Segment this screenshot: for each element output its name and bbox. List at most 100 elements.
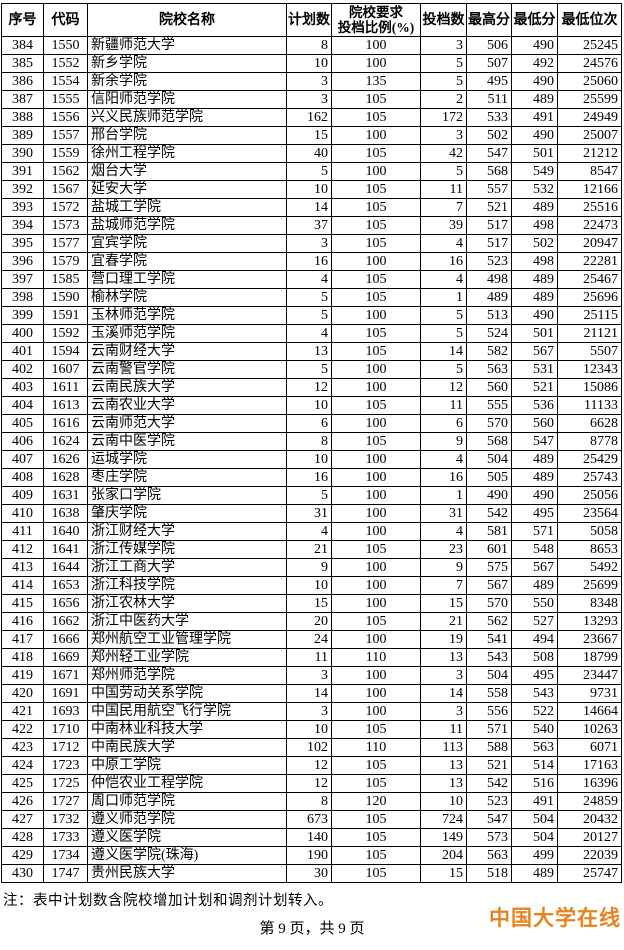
- cell: 1611: [43, 378, 88, 397]
- cell: 105: [331, 342, 421, 361]
- cell: 中国劳动关系学院: [87, 684, 287, 703]
- cell: 7: [420, 198, 467, 217]
- cell: 100: [331, 684, 421, 703]
- cell: 玉溪师范学院: [87, 324, 287, 343]
- cell: 105: [331, 180, 421, 199]
- cell: 5: [420, 360, 467, 379]
- cell: 营口理工学院: [87, 270, 287, 289]
- table-row: 394 1573 盐城师范学院 37 105 39 517 498 22473: [1, 216, 622, 235]
- cell: 1693: [43, 702, 88, 721]
- cell: 489: [511, 90, 558, 109]
- table-row: 424 1723 中原工学院 12 105 13 521 514 17163: [1, 756, 622, 775]
- cell: 490: [511, 306, 558, 325]
- cell: 400: [1, 324, 44, 343]
- cell: 100: [331, 630, 421, 649]
- cell: 25516: [557, 198, 622, 217]
- cell: 6628: [557, 414, 622, 433]
- cell: 504: [511, 810, 558, 829]
- cell: 395: [1, 234, 44, 253]
- cell: 1656: [43, 594, 88, 613]
- cell: 571: [511, 522, 558, 541]
- cell: 422: [1, 720, 44, 739]
- cell: 428: [1, 828, 44, 847]
- cell: 2: [420, 90, 467, 109]
- cell: 557: [466, 180, 512, 199]
- cell: 烟台大学: [87, 162, 287, 181]
- cell: 1554: [43, 72, 88, 91]
- cell: 12: [286, 756, 332, 775]
- cell: 浙江科技学院: [87, 576, 287, 595]
- table-row: 420 1691 中国劳动关系学院 14 100 14 558 543 9731: [1, 684, 622, 703]
- cell: 8778: [557, 432, 622, 451]
- cell: 502: [466, 126, 512, 145]
- cell: 100: [331, 486, 421, 505]
- cell: 516: [511, 774, 558, 793]
- table-row: 397 1585 营口理工学院 4 105 4 498 489 25467: [1, 270, 622, 289]
- cell: 560: [466, 378, 512, 397]
- cell: 宜宾学院: [87, 234, 287, 253]
- cell: 浙江中医药大学: [87, 612, 287, 631]
- cell: 16: [286, 252, 332, 271]
- cell: 1725: [43, 774, 88, 793]
- cell: 3: [286, 90, 332, 109]
- cell: 邢台学院: [87, 126, 287, 145]
- cell: 100: [331, 666, 421, 685]
- cell: 15: [420, 594, 467, 613]
- cell: 489: [466, 288, 512, 307]
- cell: 1550: [43, 36, 88, 55]
- cell: 中国民用航空飞行学院: [87, 702, 287, 721]
- cell: 31: [420, 504, 467, 523]
- cell: 501: [511, 144, 558, 163]
- cell: 13: [420, 648, 467, 667]
- cell: 399: [1, 306, 44, 325]
- col-header-filing-ratio-line2: 投档比例(%): [337, 20, 415, 35]
- cell: 521: [511, 378, 558, 397]
- cell: 6: [420, 414, 467, 433]
- cell: 1626: [43, 450, 88, 469]
- cell: 100: [331, 252, 421, 271]
- cell: 20432: [557, 810, 622, 829]
- cell: 411: [1, 522, 44, 541]
- cell: 391: [1, 162, 44, 181]
- cell: 8653: [557, 540, 622, 559]
- cell: 1734: [43, 846, 88, 865]
- table-row: 389 1557 邢台学院 15 100 3 502 490 25007: [1, 126, 622, 145]
- cell: 12: [286, 378, 332, 397]
- cell: 3: [420, 36, 467, 55]
- cell: 1624: [43, 432, 88, 451]
- table-row: 410 1638 肇庆学院 31 100 31 542 495 23564: [1, 504, 622, 523]
- admissions-table: 序号 代码 院校名称 计划数 院校要求 投档比例(%) 投档数 最高分 最低分 …: [1, 3, 622, 883]
- cell: 489: [511, 450, 558, 469]
- cell: 15086: [557, 378, 622, 397]
- cell: 1585: [43, 270, 88, 289]
- table-row: 409 1631 张家口学院 5 100 1 490 490 25056: [1, 486, 622, 505]
- cell: 523: [466, 792, 512, 811]
- cell: 6: [286, 414, 332, 433]
- cell: 413: [1, 558, 44, 577]
- cell: 517: [466, 216, 512, 235]
- cell: 1628: [43, 468, 88, 487]
- table-row: 406 1624 云南中医学院 8 105 9 568 547 8778: [1, 432, 622, 451]
- cell: 396: [1, 252, 44, 271]
- col-header-serial: 序号: [1, 3, 44, 37]
- cell: 506: [466, 36, 512, 55]
- cell: 9: [420, 558, 467, 577]
- cell: 1557: [43, 126, 88, 145]
- cell: 10: [420, 792, 467, 811]
- cell: 1640: [43, 522, 88, 541]
- cell: 25696: [557, 288, 622, 307]
- cell: 25747: [557, 864, 622, 883]
- cell: 100: [331, 36, 421, 55]
- cell: 11: [286, 648, 332, 667]
- cell: 504: [466, 450, 512, 469]
- cell: 14: [420, 684, 467, 703]
- cell: 100: [331, 162, 421, 181]
- cell: 14: [420, 342, 467, 361]
- table-row: 401 1594 云南财经大学 13 105 14 582 567 5507: [1, 342, 622, 361]
- table-row: 419 1671 郑州师范学院 3 100 3 504 495 23447: [1, 666, 622, 685]
- cell: 4: [286, 270, 332, 289]
- table-row: 388 1556 兴义民族师范学院 162 105 172 533 491 24949: [1, 108, 622, 127]
- cell: 16: [420, 468, 467, 487]
- table-row: 418 1669 郑州轻工业学院 11 110 13 543 508 18799: [1, 648, 622, 667]
- cell: 10: [286, 180, 332, 199]
